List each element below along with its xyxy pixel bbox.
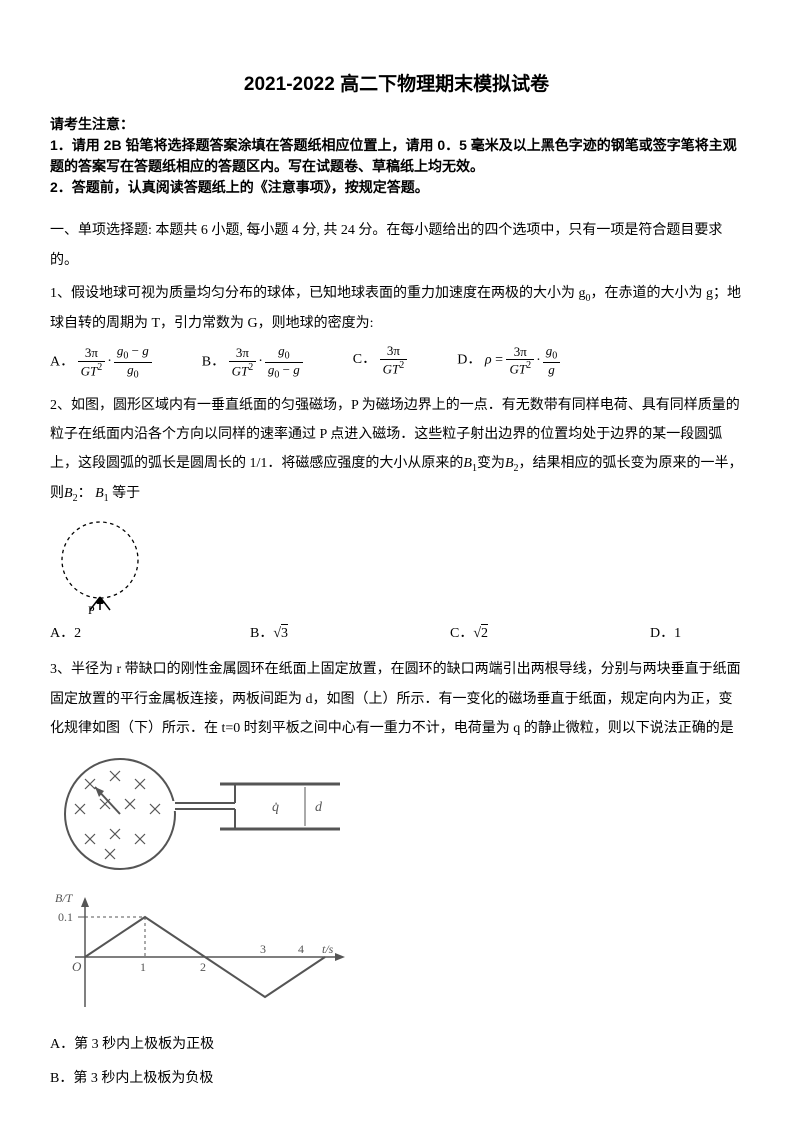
q1-option-c: C． 3πGT2: [353, 344, 407, 380]
opt-label: B．: [250, 626, 273, 641]
notice-line-1: 1．请用 2B 铅笔将选择题答案涂填在答题纸相应位置上，请用 0．5 毫米及以上…: [50, 135, 743, 177]
circle-field-icon: P: [50, 515, 150, 615]
question-3: 3、半径为 r 带缺口的刚性金属圆环在纸面上固定放置，在圆环的缺口两端引出两根导…: [50, 655, 743, 743]
svg-text:q̇: q̇: [272, 800, 279, 815]
x-axis-label: t/s: [322, 942, 334, 956]
q2-text-d: ：: [78, 486, 92, 501]
x-tick-1: 1: [140, 960, 146, 974]
q2-figure: P: [50, 515, 743, 615]
q1-text-a: 1、假设地球可视为质量均匀分布的球体，已知地球表面的重力加速度在两极的大小为 g: [50, 286, 586, 301]
circuit-diagram-icon: q̇ d: [50, 749, 370, 879]
opt-label: B．: [202, 355, 225, 370]
q2-option-a: A．2: [50, 623, 200, 645]
x-tick-2: 2: [200, 960, 206, 974]
q2-options: A．2 B．√3 C．√2 D．1: [50, 623, 743, 645]
svg-text:O: O: [72, 959, 82, 974]
q1-options: A． 3πGT2·g0 − gg0 B． 3πGT2·g0g0 − g C． 3…: [50, 344, 743, 380]
notice-line-2: 2．答题前，认真阅读答题纸上的《注意事项》，按规定答题。: [50, 177, 743, 198]
q2-option-b: B．√3: [250, 623, 400, 645]
q2-option-d: D．1: [650, 623, 681, 645]
bt-graph-icon: B/T 0.1 O 1 2 3 4 t/s: [50, 887, 350, 1022]
q1-option-d: D． ρ = 3πGT2·g0g: [457, 344, 560, 380]
opt-label: C．: [353, 353, 376, 368]
q2-option-c: C．√2: [450, 623, 600, 645]
q2-text-b: 变为: [477, 456, 505, 471]
notice-head: 请考生注意：: [50, 114, 743, 135]
y-axis-label: B/T: [55, 891, 74, 905]
q3-figure-top: q̇ d: [50, 749, 743, 879]
q3-option-a: A．第 3 秒内上极板为正极: [50, 1030, 743, 1059]
q1-option-b: B． 3πGT2·g0g0 − g: [202, 344, 303, 380]
x-tick-4: 4: [298, 942, 304, 956]
q3-figure-bottom: B/T 0.1 O 1 2 3 4 t/s: [50, 887, 743, 1022]
page-title: 2021-2022 高二下物理期末模拟试卷: [50, 70, 743, 100]
q1-option-a: A． 3πGT2·g0 − gg0: [50, 344, 152, 380]
opt-label: D．: [457, 353, 481, 368]
opt-label: A．: [50, 355, 74, 370]
q3-option-b: B．第 3 秒内上极板为负极: [50, 1064, 743, 1093]
opt-label: C．: [450, 626, 473, 641]
question-1: 1、假设地球可视为质量均匀分布的球体，已知地球表面的重力加速度在两极的大小为 g…: [50, 279, 743, 338]
x-tick-3: 3: [260, 942, 266, 956]
svg-text:d: d: [315, 800, 323, 815]
q2-text-e: 等于: [109, 486, 141, 501]
section-1-heading: 一、单项选择题: 本题共 6 小题, 每小题 4 分, 共 24 分。在每小题给…: [50, 216, 743, 275]
question-2: 2、如图，圆形区域内有一垂直纸面的匀强磁场，P 为磁场边界上的一点．有无数带有同…: [50, 391, 743, 509]
notice-block: 请考生注意： 1．请用 2B 铅笔将选择题答案涂填在答题纸相应位置上，请用 0．…: [50, 114, 743, 198]
y-tick-0p1: 0.1: [58, 910, 73, 924]
svg-text:P: P: [88, 603, 95, 615]
